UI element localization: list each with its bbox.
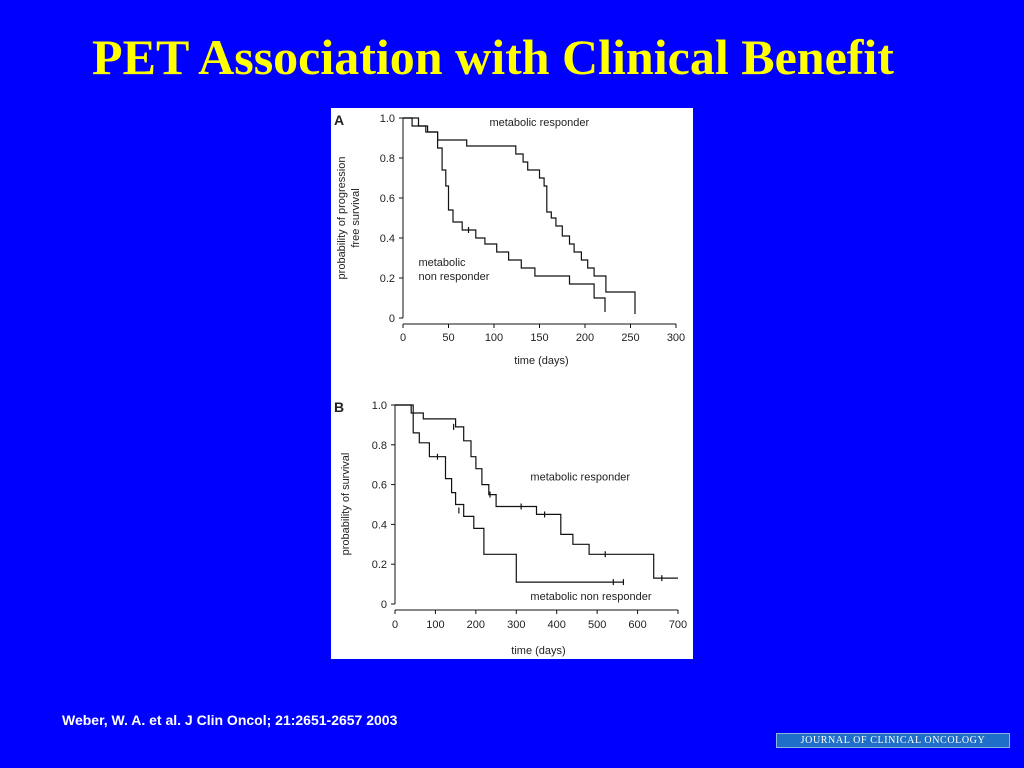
panel-b-xtick-label: 0 [392,619,398,631]
panel-b-ytick-label: 0.6 [372,480,387,492]
panel-a-annotation: metabolic responder [489,117,589,129]
panel-a-curve-1 [403,117,636,314]
panel-b-xtick-label: 500 [588,619,606,631]
panel-a-annotation: metabolic [418,257,466,269]
panel-a-ytick-label: 1.0 [380,113,395,125]
panel-b-xtick-label: 100 [426,619,444,631]
panel-b-ylabel: probability of survival [340,453,352,556]
panel-b-annotation: metabolic non responder [530,591,651,603]
panel-b-xlabel: time (days) [511,645,565,657]
panel-b-xtick-label: 200 [467,619,485,631]
panel-b-curve-1 [395,404,678,579]
panel-a-xtick-label: 200 [576,332,594,344]
panel-a-letter: A [334,112,344,128]
panel-b-ytick-label: 0.2 [372,559,387,571]
panel-a: A 0 0.2 0.4 0.6 0.8 1.0 0 50 100 150 200 250 300 time… [334,112,685,367]
panel-a-ytick-label: 0 [389,313,395,325]
panel-a-xtick-label: 150 [530,332,548,344]
panel-b-ytick-label: 0.4 [372,519,387,531]
panel-a-ylabel: free survival [350,188,362,247]
panel-b-xtick-label: 700 [669,619,687,631]
panel-a-ytick-label: 0.4 [380,233,395,245]
citation: Weber, W. A. et al. J Clin Oncol; 21:265… [62,712,398,728]
panel-a-xtick-label: 50 [442,332,454,344]
panel-a-annotation: non responder [418,271,489,283]
km-figure: A 0 0.2 0.4 0.6 0.8 1.0 0 50 100 150 200 250 300 time… [331,108,693,659]
slide-title: PET Association with Clinical Benefit [92,29,894,85]
panel-b-ytick-label: 1.0 [372,400,387,412]
panel-a-xtick-label: 100 [485,332,503,344]
panel-b-xtick-label: 600 [628,619,646,631]
panel-a-ytick-label: 0.2 [380,273,395,285]
panel-a-ytick-label: 0.8 [380,153,395,165]
journal-logo: JOURNAL OF CLINICAL ONCOLOGY [776,733,1010,748]
panel-b-xtick-label: 300 [507,619,525,631]
panel-b: B 0 0.2 0.4 0.6 0.8 1.0 0 100 200 300 400 500 600 700… [334,399,687,657]
km-figure-svg: A 0 0.2 0.4 0.6 0.8 1.0 0 50 100 150 200 250 300 time… [334,112,687,657]
panel-b-curve-2 [395,404,624,583]
panel-a-xtick-label: 250 [621,332,639,344]
panel-b-ytick-label: 0.8 [372,440,387,452]
panel-b-xtick-label: 400 [548,619,566,631]
panel-a-xlabel: time (days) [514,355,568,367]
panel-a-xtick-label: 0 [400,332,406,344]
panel-a-xtick-label: 300 [667,332,685,344]
panel-a-ylabel: probability of progression [336,157,348,280]
panel-b-letter: B [334,399,344,415]
panel-b-ytick-label: 0 [381,599,387,611]
panel-a-curve-2 [403,117,606,312]
panel-b-annotation: metabolic responder [530,472,630,484]
panel-a-ytick-label: 0.6 [380,193,395,205]
